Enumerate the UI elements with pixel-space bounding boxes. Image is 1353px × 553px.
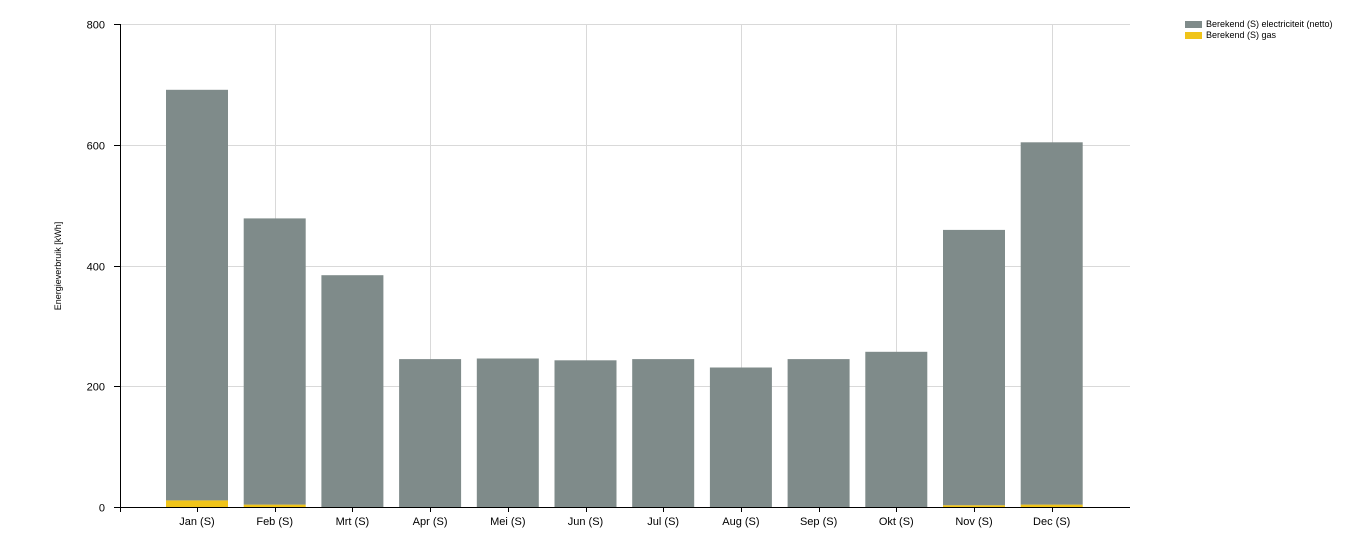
y-axis-label: Energieverbruik [kWh] xyxy=(53,222,63,311)
x-tick-label: Okt (S) xyxy=(879,516,914,528)
y-tick-label: 200 xyxy=(87,382,105,394)
bar-segment xyxy=(243,504,306,507)
legend-item-gas: Berekend (S) gas xyxy=(1185,30,1350,40)
bar-segment xyxy=(243,218,306,505)
legend-item-electricity: Berekend (S) electriciteit (netto) xyxy=(1185,19,1350,29)
bar-segment xyxy=(554,360,617,507)
bar-segment xyxy=(632,359,695,507)
x-tick-label: Dec (S) xyxy=(1033,516,1070,528)
bar-segment xyxy=(1020,504,1083,507)
legend: Berekend (S) electriciteit (netto) Berek… xyxy=(1185,19,1350,41)
x-tick-label: Sep (S) xyxy=(800,516,837,528)
bar-segment xyxy=(399,359,462,507)
x-tick-label: Jun (S) xyxy=(568,516,603,528)
bar-segment xyxy=(321,275,384,507)
bar-segment xyxy=(709,367,772,507)
legend-label-gas: Berekend (S) gas xyxy=(1206,30,1277,40)
legend-swatch-electricity xyxy=(1185,21,1202,28)
bar-segment xyxy=(943,229,1005,506)
bar-segment xyxy=(943,505,1005,507)
x-tick-labels: Jan (S) Feb (S) Mrt (S) Apr (S) Mei (S) Jun (… xyxy=(179,516,1070,528)
bar-segment xyxy=(865,351,928,507)
legend-swatch-gas xyxy=(1185,32,1202,39)
x-tick-label: Apr (S) xyxy=(413,516,448,528)
bar-segment xyxy=(166,500,228,507)
y-tick-label: 0 xyxy=(99,503,105,515)
x-tick-label: Mrt (S) xyxy=(336,516,370,528)
x-tick-label: Aug (S) xyxy=(722,516,759,528)
x-tick-label: Jul (S) xyxy=(647,516,679,528)
bar-segment xyxy=(787,359,850,507)
x-tick-label: Nov (S) xyxy=(955,516,992,528)
x-tick-label: Jan (S) xyxy=(179,516,214,528)
bar-segment xyxy=(166,89,228,501)
y-tick-label: 400 xyxy=(87,262,105,274)
bars xyxy=(166,89,1083,507)
axes xyxy=(114,24,1130,512)
y-tick-label: 600 xyxy=(87,141,105,153)
y-tick-labels: 0 200 400 600 800 xyxy=(87,20,105,515)
legend-label-electricity: Berekend (S) electriciteit (netto) xyxy=(1206,19,1333,29)
bar-segment xyxy=(476,358,539,507)
x-tick-label: Feb (S) xyxy=(256,516,293,528)
x-tick-label: Mei (S) xyxy=(490,516,525,528)
y-tick-label: 800 xyxy=(87,20,105,32)
bar-segment xyxy=(1020,142,1083,505)
